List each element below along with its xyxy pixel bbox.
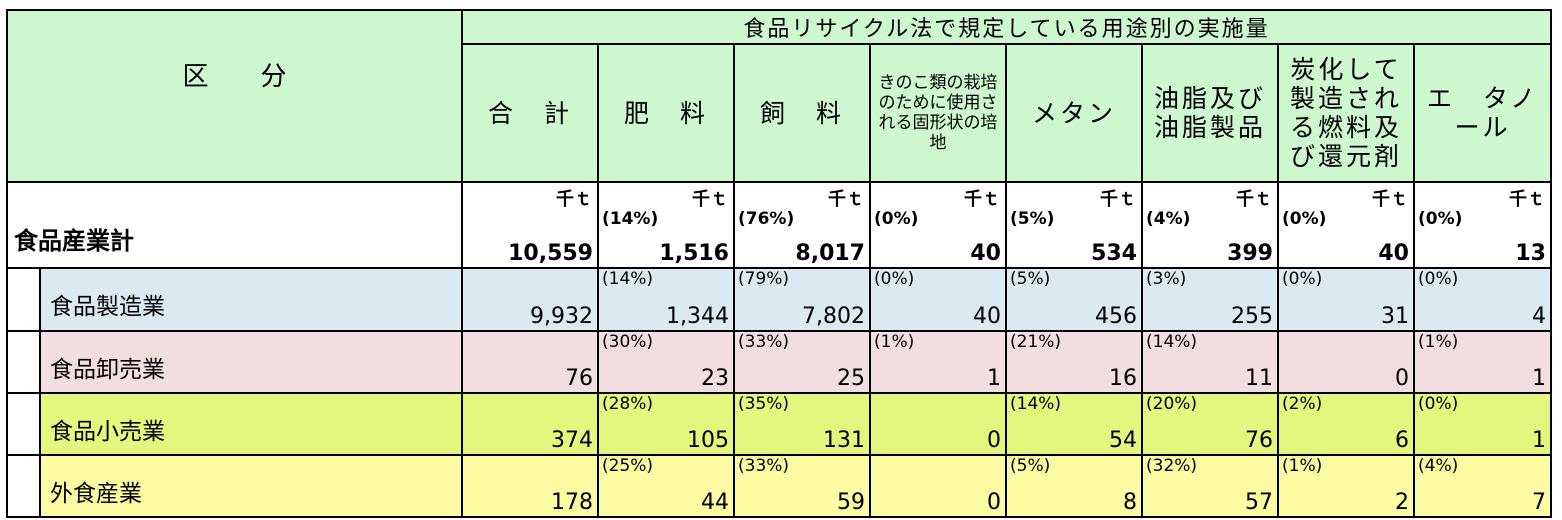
data-cell: (1%) 2 [1277,454,1415,518]
group-title: 食品リサイクル法で規定している用途別の実施量 [743,17,1270,42]
kubun-header-cell: 区 分 [6,9,463,183]
table-row: 食品小売業 374 (28%) 105 (35%) 131 0 (14%) 54 (2… [6,392,1552,456]
row-label: 食品製造業 [50,294,165,320]
data-cell: 千ｔ (0%) 13 [1413,181,1552,269]
data-cell: (35%) 131 [733,392,871,456]
data-cell: (1%) 1 [869,330,1007,394]
data-cell: (3%) 255 [1141,267,1279,332]
col-header-total: 合 計 [461,43,599,183]
row-label-cell: 食品卸売業 [39,330,463,394]
data-cell: (14%) 11 [1141,330,1279,394]
total-cell: 千ｔ 10,559 [461,181,599,269]
total-cell: 374 [461,392,599,456]
col-header-feed: 飼 料 [733,43,871,183]
indent-cell [6,392,41,456]
data-cell: (79%) 7,802 [733,267,871,332]
col-header-mushroom-medium: きのこ類の栽培のために使用される固形状の培地 [869,43,1007,183]
row-label-cell: 食品製造業 [39,267,463,332]
data-cell: 千ｔ (14%) 1,516 [597,181,735,269]
col-header-methane: メタン [1005,43,1143,183]
table-row: 食品製造業 9,932 (14%) 1,344 (79%) 7,802 (0%) 40… [6,267,1552,332]
data-cell: 千ｔ (5%) 534 [1005,181,1143,269]
kubun-header: 区 分 [182,61,287,92]
data-cell: (0%) 40 [869,267,1007,332]
table-row: 外食産業 178 (25%) 44 (33%) 59 0 (5%) 8 (32%) 57… [6,454,1552,518]
data-cell: (33%) 59 [733,454,871,518]
data-cell: (2%) 6 [1277,392,1415,456]
row-label: 食品小売業 [50,419,165,445]
row-label: 食品卸売業 [50,357,165,383]
data-cell: (5%) 8 [1005,454,1143,518]
row-label-cell: 食品小売業 [39,392,463,456]
indent-cell [6,454,41,518]
total-cell: 178 [461,454,599,518]
data-cell: (14%) 54 [1005,392,1143,456]
indent-cell [6,330,41,394]
row-label: 外食産業 [50,481,142,507]
food-recycling-table: 区 分 食品リサイクル法で規定している用途別の実施量 合 計 肥 料 飼 料 き… [6,9,1552,518]
data-cell: 千ｔ (4%) 399 [1141,181,1279,269]
data-cell: (28%) 105 [597,392,735,456]
row-label: 食品産業計 [14,227,134,255]
data-cell: (32%) 57 [1141,454,1279,518]
data-cell: (33%) 25 [733,330,871,394]
total-cell: 76 [461,330,599,394]
data-cell: 千ｔ (0%) 40 [1277,181,1415,269]
data-cell: (20%) 76 [1141,392,1279,456]
table-row: 食品卸売業 76 (30%) 23 (33%) 25 (1%) 1 (21%) 16 (… [6,330,1552,394]
indent-cell [6,267,41,332]
data-cell: (0%) 4 [1413,267,1552,332]
data-cell: (14%) 1,344 [597,267,735,332]
data-cell: (25%) 44 [597,454,735,518]
data-cell: 0 [1277,330,1415,394]
data-cell: 0 [869,392,1007,456]
total-cell: 9,932 [461,267,599,332]
col-header-ethanol: エ タノール [1413,43,1552,183]
data-cell: 千ｔ (76%) 8,017 [733,181,871,269]
data-cell: (0%) 1 [1413,392,1552,456]
data-cell: 千ｔ (0%) 40 [869,181,1007,269]
data-cell: (1%) 1 [1413,330,1552,394]
col-header-oils: 油脂及び油脂製品 [1141,43,1279,183]
row-label-cell: 外食産業 [39,454,463,518]
col-header-fertilizer: 肥 料 [597,43,735,183]
total-label-cell: 食品産業計 [6,181,463,269]
data-cell: (0%) 31 [1277,267,1415,332]
data-cell: (4%) 7 [1413,454,1552,518]
table-row-total: 食品産業計 千ｔ 10,559 千ｔ (14%) 1,516 千ｔ (76%) 8,017… [6,181,1552,269]
group-title-cell: 食品リサイクル法で規定している用途別の実施量 [461,9,1552,45]
data-cell: (21%) 16 [1005,330,1143,394]
data-cell: (5%) 456 [1005,267,1143,332]
data-cell: (30%) 23 [597,330,735,394]
col-header-carbonized-fuel: 炭化して製造される燃料及び還元剤 [1277,43,1415,183]
data-cell: 0 [869,454,1007,518]
